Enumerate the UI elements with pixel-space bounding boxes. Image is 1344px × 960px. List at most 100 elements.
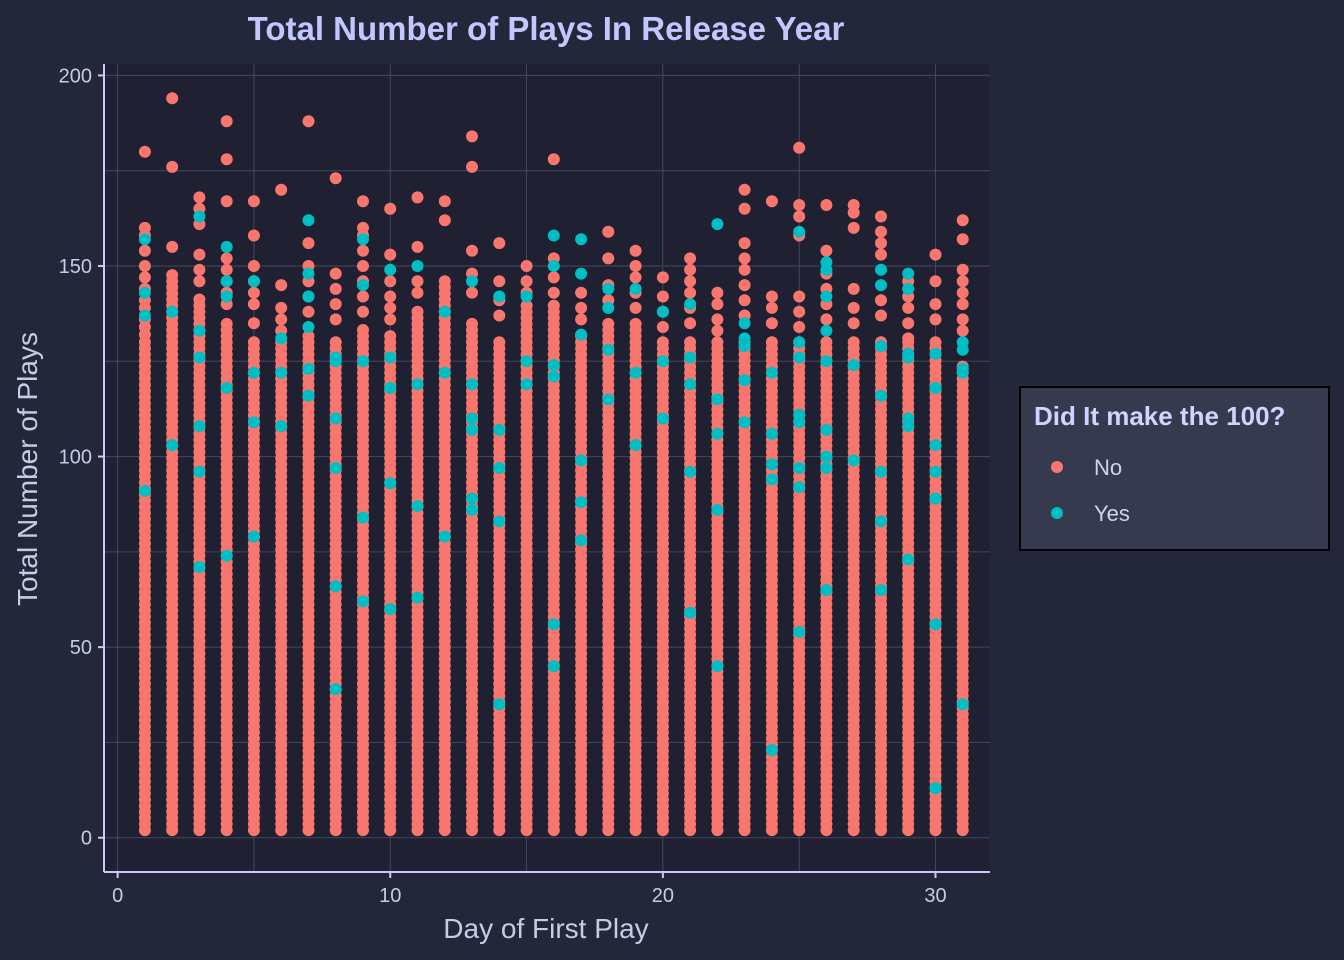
point-yes [575,496,588,509]
point-no [384,330,397,343]
point-no [765,336,778,349]
point-yes [357,233,369,246]
point-no [220,115,233,128]
point-yes [384,263,397,276]
point-yes [711,218,724,231]
point-no [929,298,942,311]
point-yes [520,290,533,303]
point-no [956,275,969,288]
y-tick-label: 200 [59,65,92,87]
point-no [247,195,260,208]
point-no [875,294,887,307]
point-no [929,275,942,288]
point-yes [793,351,806,364]
point-yes [956,366,969,379]
data-points [138,92,969,837]
point-yes [738,374,751,387]
point-no [411,191,424,204]
point-no [656,290,669,303]
point-no [629,317,642,330]
y-tick-label: 150 [59,256,92,278]
point-no [547,153,560,166]
point-no [956,286,969,299]
point-no [275,313,288,326]
point-yes [875,515,887,528]
point-no [847,282,860,295]
point-no [166,160,179,173]
point-yes [902,351,915,364]
point-no [875,237,887,250]
point-no [902,301,915,314]
point-yes [275,366,288,379]
legend-label-no: No [1094,455,1122,480]
x-tick-label: 0 [112,885,123,907]
point-no [247,298,260,311]
point-yes [493,515,506,528]
point-no [629,244,642,257]
point-yes [956,343,969,356]
point-yes [765,473,778,486]
point-no [138,260,151,272]
point-no [847,206,860,219]
point-no [547,286,560,299]
point-no [793,305,806,318]
point-no [793,210,806,223]
point-yes [684,298,697,311]
point-no [738,294,751,307]
point-yes [466,412,478,425]
point-yes [929,347,942,360]
point-yes [902,282,915,295]
point-no [875,210,887,223]
point-no [357,290,369,303]
point-no [193,248,206,261]
point-no [520,299,533,312]
point-no [357,260,369,272]
point-yes [411,591,424,604]
point-no [793,141,806,154]
point-no [684,286,697,299]
point-yes [629,366,642,379]
point-no [711,298,724,311]
legend-title: Did It make the 100? [1034,401,1285,431]
point-no [765,290,778,303]
point-no [329,336,342,349]
point-no [220,195,233,208]
point-no [275,183,288,196]
point-yes [193,324,206,337]
point-yes [820,355,833,368]
point-no [384,290,397,303]
point-yes [820,450,833,463]
point-no [765,301,778,314]
point-yes [247,275,260,288]
point-no [247,229,260,242]
point-no [193,275,206,288]
point-yes [929,782,942,795]
point-yes [602,282,615,295]
point-no [247,260,260,272]
point-no [793,199,806,211]
point-yes [575,454,588,467]
point-no [656,321,669,333]
point-yes [438,530,451,543]
point-yes [684,465,697,478]
point-no [684,252,697,265]
point-yes [847,454,860,467]
point-no [357,305,369,318]
point-yes [302,290,315,303]
point-no [138,244,151,257]
point-no [302,330,315,343]
point-no [247,336,260,349]
point-yes [520,355,533,368]
point-yes [820,263,833,276]
point-yes [357,595,369,608]
point-no [411,305,424,318]
point-yes [247,530,260,543]
point-yes [547,618,560,631]
point-yes [575,233,588,246]
point-no [738,263,751,276]
point-yes [875,584,887,596]
point-no [329,313,342,326]
point-yes [875,340,887,352]
point-yes [302,321,315,333]
